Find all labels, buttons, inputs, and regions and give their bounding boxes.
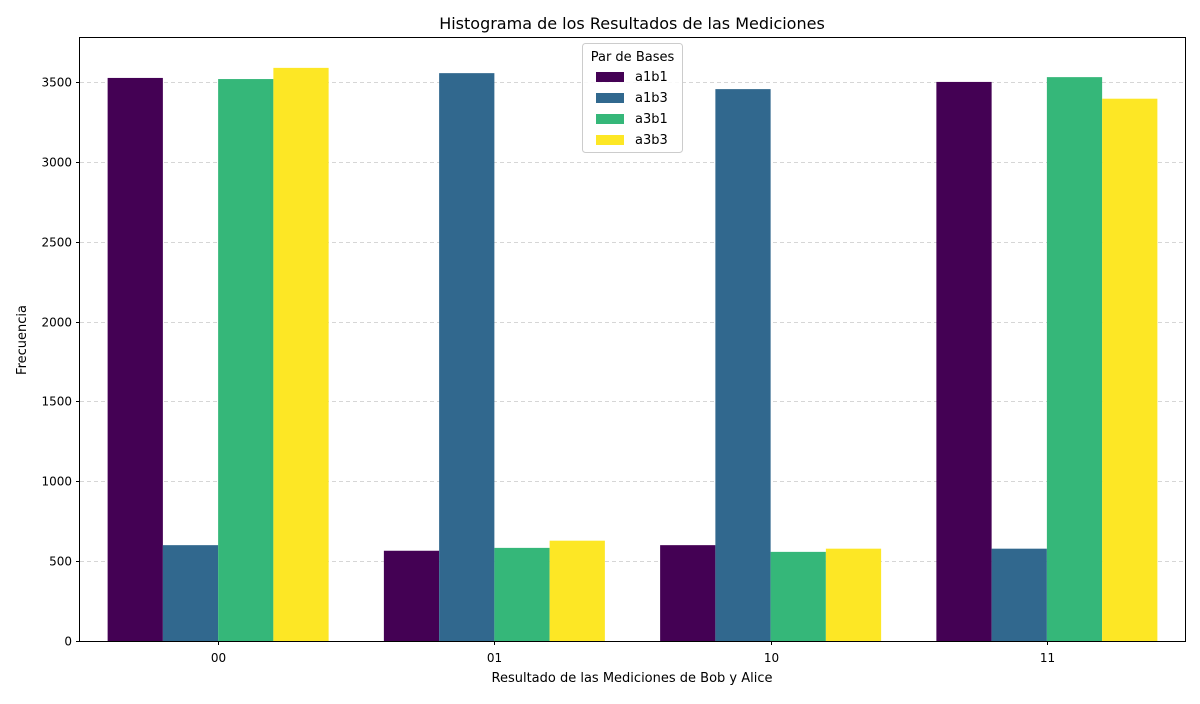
legend-swatch-a3b3 [596, 135, 624, 145]
bar-a3b3-11 [1102, 98, 1158, 641]
bar-a3b1-11 [1046, 77, 1103, 641]
y-tick-label: 2000 [41, 316, 72, 330]
legend: Par de Bases a1b1 a1b3 a3b1 a3b3 [582, 43, 683, 153]
bar-a1b1-10 [660, 545, 716, 641]
bar-a3b1-01 [494, 547, 550, 641]
y-axis-label: Frecuencia [15, 305, 30, 375]
bar-a3b3-00 [273, 67, 329, 641]
x-axis-label: Resultado de las Mediciones de Bob y Ali… [492, 671, 773, 686]
y-tick-label: 3500 [41, 76, 72, 90]
legend-title: Par de Bases [591, 50, 675, 65]
bar-a1b3-00 [162, 545, 219, 641]
x-tick-label: 00 [211, 651, 226, 665]
bar-a3b1-10 [770, 551, 826, 641]
bar-a1b3-11 [991, 548, 1047, 641]
y-tick-label: 3000 [41, 156, 72, 170]
legend-label-a1b3: a1b3 [635, 91, 668, 106]
x-tick-label: 11 [1040, 651, 1055, 665]
plot-frame [79, 37, 1186, 642]
bar-a3b1-00 [218, 79, 274, 641]
legend-swatch-a1b3 [596, 93, 624, 103]
x-tick-label: 01 [487, 651, 502, 665]
legend-label-a3b3: a3b3 [635, 133, 668, 148]
legend-swatch-a1b1 [596, 72, 624, 82]
y-tick-label: 500 [49, 555, 72, 569]
axis-ticks: 0 500 1000 1500 2000 2500 3000 3500 00 01 10 11 [41, 76, 1055, 666]
legend-box [582, 43, 683, 153]
bar-a1b1-11 [936, 81, 992, 642]
chart-title: Histograma de los Resultados de las Medi… [439, 14, 825, 33]
bars [107, 67, 1158, 642]
y-tick-label: 1000 [41, 475, 72, 489]
legend-swatch-a3b1 [596, 114, 624, 124]
y-tick-label: 2500 [41, 236, 72, 250]
x-tick-label: 10 [764, 651, 779, 665]
legend-label-a3b1: a3b1 [635, 112, 668, 127]
legend-label-a1b1: a1b1 [635, 70, 668, 85]
bar-a3b3-10 [825, 548, 882, 641]
bar-a1b3-10 [715, 89, 771, 641]
y-tick-label: 1500 [41, 395, 72, 409]
bar-a3b3-01 [549, 540, 605, 641]
bar-a1b1-01 [383, 550, 440, 641]
bar-a1b1-00 [107, 77, 163, 641]
y-tick-label: 0 [64, 635, 72, 649]
bar-a1b3-01 [439, 73, 495, 641]
